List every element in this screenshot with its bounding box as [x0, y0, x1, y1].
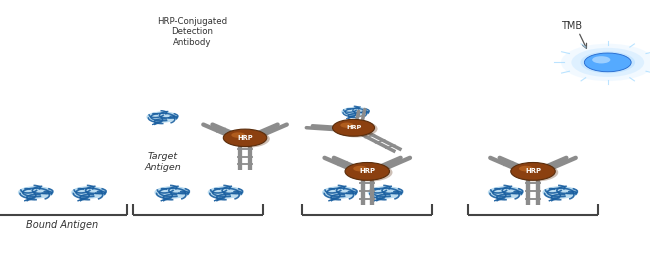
- Circle shape: [224, 129, 266, 146]
- Circle shape: [335, 120, 378, 138]
- Text: TMB: TMB: [562, 21, 582, 31]
- Ellipse shape: [146, 111, 179, 123]
- Text: HRP-Conjugated
Detection
Antibody: HRP-Conjugated Detection Antibody: [157, 17, 227, 47]
- Circle shape: [347, 163, 393, 181]
- Circle shape: [513, 163, 558, 181]
- Ellipse shape: [18, 186, 53, 199]
- Circle shape: [519, 166, 533, 171]
- Ellipse shape: [322, 186, 358, 199]
- Ellipse shape: [341, 107, 370, 117]
- Ellipse shape: [368, 186, 403, 199]
- Circle shape: [226, 130, 270, 148]
- Text: HRP: HRP: [346, 125, 361, 130]
- Circle shape: [333, 119, 374, 136]
- Text: Bound Antigen: Bound Antigen: [26, 220, 97, 230]
- Text: HRP: HRP: [525, 168, 541, 174]
- Text: Target
Antigen: Target Antigen: [144, 152, 181, 172]
- Circle shape: [511, 162, 555, 180]
- Circle shape: [353, 166, 367, 171]
- Text: HRP: HRP: [359, 168, 375, 174]
- Circle shape: [592, 56, 610, 63]
- Circle shape: [571, 48, 644, 77]
- Circle shape: [341, 122, 354, 128]
- Ellipse shape: [155, 186, 190, 199]
- Ellipse shape: [72, 186, 107, 199]
- Ellipse shape: [542, 186, 578, 199]
- Ellipse shape: [488, 186, 523, 199]
- Circle shape: [561, 44, 650, 81]
- Text: HRP: HRP: [237, 135, 253, 141]
- Circle shape: [580, 51, 635, 73]
- Circle shape: [584, 53, 631, 72]
- Circle shape: [231, 132, 245, 138]
- Ellipse shape: [207, 186, 243, 199]
- Circle shape: [345, 162, 389, 180]
